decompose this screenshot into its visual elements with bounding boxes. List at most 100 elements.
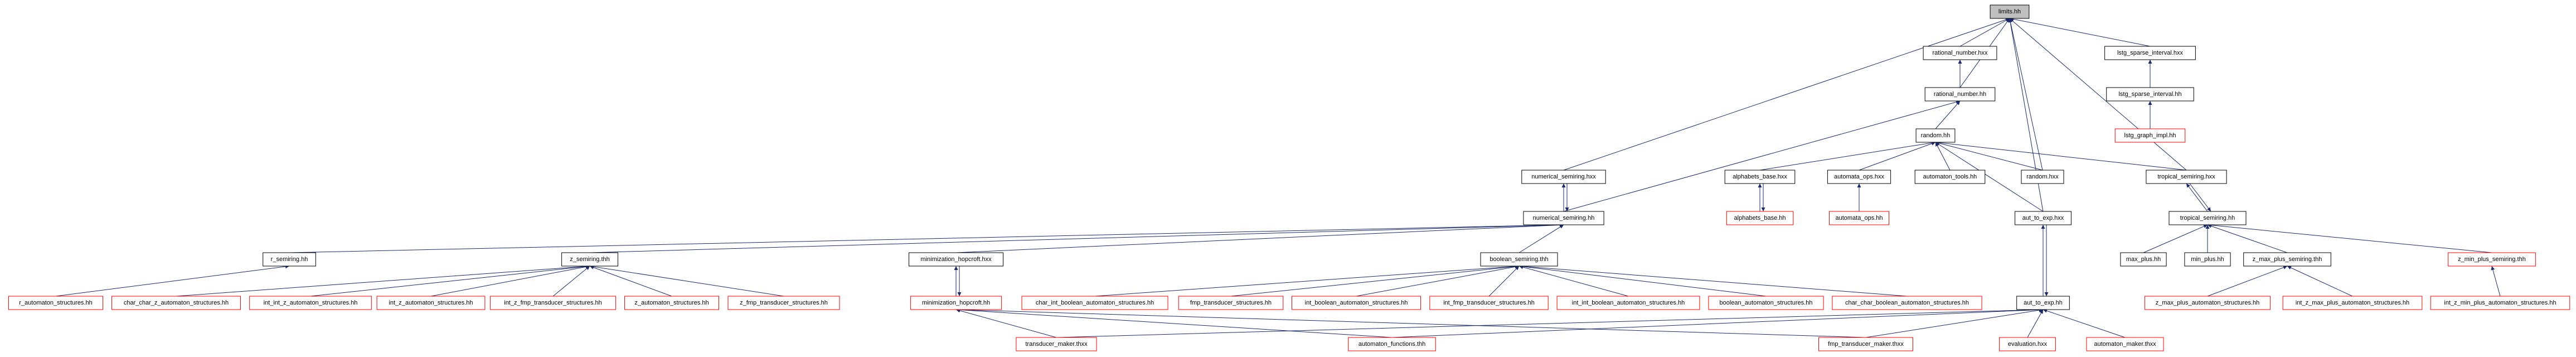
node: char_int_boolean_automaton_structures.hh xyxy=(1021,296,1168,310)
node: fmp_transducer_structures.hh xyxy=(1178,296,1284,310)
node: r_semiring.hh xyxy=(263,252,316,267)
edge xyxy=(1094,264,1520,297)
node-label: lstg_graph_impl.hh xyxy=(2124,132,2176,139)
node: rational_number.hxx xyxy=(1923,46,1997,60)
node-box xyxy=(1178,296,1284,310)
node-label: transducer_maker.thxx xyxy=(1025,341,1088,348)
edge xyxy=(2207,224,2288,253)
node-box xyxy=(2282,296,2423,310)
edge xyxy=(289,223,1564,253)
node-box xyxy=(2086,337,2164,351)
edge xyxy=(1519,265,1629,297)
node: z_min_plus_semiring.thh xyxy=(2448,252,2536,267)
node-label: random.hh xyxy=(1921,132,1951,139)
node-label: int_z_min_plus_automaton_structures.hh xyxy=(2444,300,2556,306)
node-label: aut_to_exp.hh xyxy=(2024,300,2063,306)
node-box xyxy=(2114,128,2186,143)
edge xyxy=(1391,307,2044,338)
edge xyxy=(1859,142,1936,171)
node-label: char_char_boolean_automaton_structures.h… xyxy=(1845,300,1969,306)
node-label: max_plus.hh xyxy=(2126,256,2161,263)
node-label: boolean_automaton_structures.hh xyxy=(1720,300,1813,306)
node-box xyxy=(111,296,241,310)
node-box xyxy=(2015,211,2072,225)
edge xyxy=(2027,309,2044,338)
edge xyxy=(2043,308,2126,338)
node-label: lstg_sparse_interval.hh xyxy=(2118,91,2181,98)
node: fmp_transducer_maker.thxx xyxy=(1818,337,1913,351)
node-box xyxy=(263,252,316,267)
node-label: alphabets_base.hxx xyxy=(1733,173,1787,180)
edge xyxy=(589,266,672,297)
node-label: fmp_transducer_maker.thxx xyxy=(1828,341,1904,348)
node-label: random.hxx xyxy=(2026,173,2059,180)
node-label: int_z_max_plus_automaton_structures.hh xyxy=(2296,300,2409,306)
node: boolean_automaton_structures.hh xyxy=(1708,296,1824,310)
node-label: r_automaton_structures.hh xyxy=(19,300,92,306)
edge xyxy=(1563,17,2010,171)
node-label: fmp_transducer_structures.hh xyxy=(1190,300,1272,306)
node: min_plus.hh xyxy=(2184,252,2231,267)
edge xyxy=(1935,142,2044,212)
node-box xyxy=(1829,211,1889,225)
edge xyxy=(1519,264,1767,297)
node-box xyxy=(1726,211,1794,225)
nodes: limits.hh rational_number.hxx lstg_sparse_… xyxy=(8,4,2570,351)
node-label: min_plus.hh xyxy=(2191,256,2224,263)
node-box xyxy=(376,296,486,310)
node-label: rational_number.hh xyxy=(1934,91,1986,98)
edge xyxy=(1230,264,1520,297)
node: tropical_semiring.hxx xyxy=(2146,170,2227,184)
edge xyxy=(589,264,784,297)
node-box xyxy=(2243,252,2331,267)
node: aut_to_exp.hh xyxy=(2016,296,2070,310)
node: random.hh xyxy=(1915,128,1956,143)
node-box xyxy=(1521,170,1606,184)
node: evaluation.hxx xyxy=(1999,337,2056,351)
node: int_int_z_automaton_structures.hh xyxy=(249,296,372,310)
node: int_int_boolean_automaton_structures.hh xyxy=(1556,296,1700,310)
node-box xyxy=(2016,296,2070,310)
node-box xyxy=(1016,337,1097,351)
node-box xyxy=(2448,252,2536,267)
node: int_boolean_automaton_structures.hh xyxy=(1292,296,1421,310)
node-label: minimization_hopcroft.hh xyxy=(922,300,990,306)
node-box xyxy=(2145,296,2271,310)
node: r_automaton_structures.hh xyxy=(8,296,103,310)
node-box xyxy=(1914,170,1986,184)
node: int_z_fmp_transducer_structures.hh xyxy=(490,296,616,310)
node-box xyxy=(2104,46,2196,60)
edge xyxy=(1563,100,1961,212)
node: alphabets_base.hh xyxy=(1726,211,1794,225)
node-box xyxy=(561,252,618,267)
node-box xyxy=(1556,296,1700,310)
edge xyxy=(1356,264,1520,297)
node-label: automata_ops.hh xyxy=(1835,215,1883,221)
node: char_char_boolean_automaton_structures.h… xyxy=(1832,296,1982,310)
node-label: int_int_boolean_automaton_structures.hh xyxy=(1572,300,1685,306)
node-label: limits.hh xyxy=(1998,8,2021,15)
node-label: lstg_sparse_interval.hxx xyxy=(2117,50,2184,56)
node-box xyxy=(910,296,1002,310)
edges xyxy=(55,17,2501,338)
node-box xyxy=(2430,296,2570,310)
node-label: int_boolean_automaton_structures.hh xyxy=(1305,300,1408,306)
node: int_z_min_plus_automaton_structures.hh xyxy=(2430,296,2570,310)
node: rational_number.hh xyxy=(1924,87,1996,102)
node: automata_ops.hxx xyxy=(1827,170,1891,184)
edge xyxy=(1935,100,1961,129)
node-label: z_automaton_structures.hh xyxy=(634,300,709,306)
node-box xyxy=(1924,87,1996,102)
node: aut_to_exp.hxx xyxy=(2015,211,2072,225)
edge xyxy=(2491,266,2501,297)
edge xyxy=(1959,18,2010,47)
node: numerical_semiring.hxx xyxy=(1521,170,1606,184)
node: alphabets_base.hxx xyxy=(1724,170,1796,184)
edge xyxy=(955,307,1393,338)
node-box xyxy=(2106,87,2194,102)
node-box xyxy=(8,296,103,310)
edge xyxy=(2143,224,2208,253)
edge xyxy=(1519,264,1908,297)
node-box xyxy=(1818,337,1913,351)
